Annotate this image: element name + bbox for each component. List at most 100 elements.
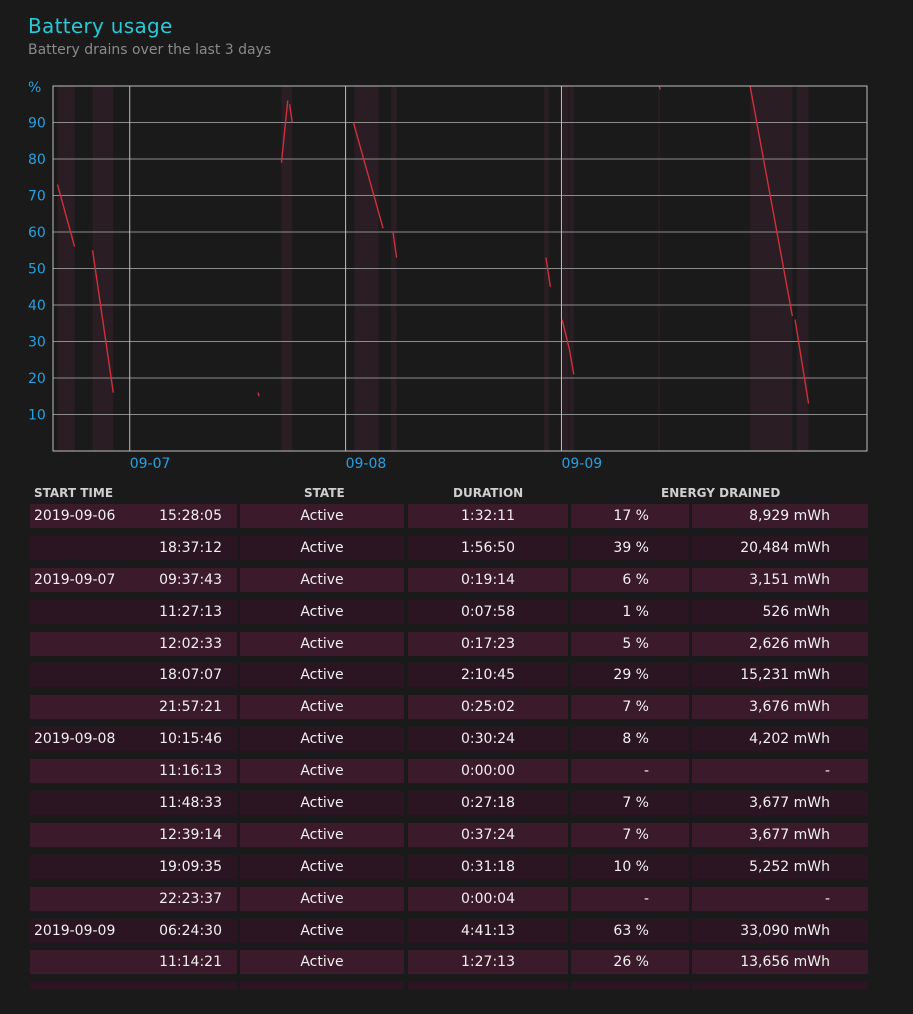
- table-row: 11:16:13 Active 0:00:00- -: [30, 759, 870, 784]
- percent-drained-cell: 29 %: [571, 663, 689, 688]
- table-header: START TIME STATE DURATION ENERGY DRAINED: [30, 484, 870, 502]
- battery-chart: % 90 80 70 60 50 40 30 20 10 09-07 09-08 09-09: [28, 80, 868, 472]
- start-time: 10:15:46: [159, 731, 222, 748]
- start-time-cell: 18:37:12: [30, 535, 237, 560]
- y-tick-label: 40: [28, 298, 46, 314]
- energy-drained-cell: 3,677 mWh: [692, 822, 868, 847]
- usage-table: 2019-09-06 15:28:05 Active 1:32:11 17 % 8,929…: [30, 504, 870, 1014]
- state-cell: Active: [240, 791, 404, 816]
- duration-cell: 0:17:23: [408, 631, 568, 656]
- energy-drained-cell: 4,202 mWh: [692, 727, 868, 752]
- battery-drain-segment: [794, 319, 810, 404]
- start-time-cell: 11:27:13: [30, 599, 237, 624]
- start-time-cell: 19:09:35: [30, 854, 237, 879]
- battery-drain-segment: [561, 319, 570, 349]
- energy-drained-cell: 3,676 mWh: [692, 695, 868, 720]
- start-time: 22:23:37: [159, 890, 222, 907]
- percent-drained-cell: 26 %: [571, 950, 689, 975]
- table-row: 22:23:37 Active 0:00:04- -: [30, 886, 870, 911]
- state-cell: Active: [240, 886, 404, 911]
- start-time: 15:28:05: [159, 508, 222, 524]
- duration-cell: 4:41:13: [408, 918, 568, 943]
- table-row: 18:07:07 Active 2:10:45 29 % 15,231 mWh: [30, 663, 870, 688]
- start-time: 11:48:33: [159, 795, 222, 812]
- energy-drained-cell: 5,252 mWh: [692, 854, 868, 879]
- energy-drained-cell: 526 mWh: [692, 599, 868, 624]
- percent-drained-cell: -: [571, 886, 689, 911]
- battery-level-lines: [56, 85, 810, 404]
- header-duration: DURATION: [453, 486, 524, 500]
- header-state: STATE: [304, 486, 345, 500]
- duration-cell: 1:27:13: [408, 950, 568, 975]
- battery-drain-segment: [288, 104, 293, 123]
- percent-drained-cell: 7 %: [571, 822, 689, 847]
- energy-drained-cell: -: [692, 759, 868, 784]
- duration-cell: 0:19:14: [408, 567, 568, 592]
- percent-drained-cell: 6 %: [571, 567, 689, 592]
- percent-drained-cell: 17 %: [571, 504, 689, 528]
- start-time-cell: 11:16:13: [30, 759, 237, 784]
- start-time: 11:27:13: [159, 603, 222, 620]
- energy-drained-cell: 2,626 mWh: [692, 631, 868, 656]
- duration-cell: 0:07:58: [408, 599, 568, 624]
- battery-drain-segment: [545, 257, 552, 287]
- start-time-cell: 2019-09-06 15:28:05: [30, 504, 237, 528]
- percent-drained-cell: 8 %: [571, 727, 689, 752]
- duration-cell: 0:27:18: [408, 791, 568, 816]
- table-row: 21:57:21 Active 0:25:02 7 % 3,676 mWh: [30, 695, 870, 720]
- state-cell: Active: [240, 727, 404, 752]
- header-energy-drained: ENERGY DRAINED: [661, 486, 781, 500]
- percent-drained-cell: 5 %: [571, 631, 689, 656]
- battery-drain-segment: [749, 85, 794, 317]
- energy-drained-cell: 8,929 mWh: [692, 504, 868, 528]
- start-time-cell: 2019-09-08 10:15:46: [30, 727, 237, 752]
- state-cell: Active: [240, 854, 404, 879]
- state-cell: Active: [240, 504, 404, 528]
- cell-partial: [571, 982, 689, 991]
- battery-drain-segment: [280, 100, 289, 163]
- start-time: 11:16:13: [159, 763, 222, 780]
- header-start-time: START TIME: [34, 486, 114, 500]
- percent-drained-cell: 63 %: [571, 918, 689, 943]
- y-tick-label: 10: [28, 408, 46, 424]
- start-time: 18:07:07: [159, 667, 222, 684]
- state-cell: Active: [240, 695, 404, 720]
- chart-grid: [53, 86, 867, 451]
- start-time: 12:02:33: [159, 635, 222, 652]
- state-cell: Active: [240, 950, 404, 975]
- percent-drained-cell: 7 %: [571, 695, 689, 720]
- x-tick-label: 09-08: [346, 456, 387, 472]
- cell-partial: [30, 982, 237, 991]
- energy-drained-cell: 13,656 mWh: [692, 950, 868, 975]
- y-tick-label: 30: [28, 335, 46, 351]
- x-axis-ticks: 09-07 09-08 09-09: [130, 456, 602, 472]
- page-subtitle: Battery drains over the last 3 days: [28, 42, 272, 58]
- state-cell: Active: [240, 535, 404, 560]
- state-cell: Active: [240, 599, 404, 624]
- y-tick-label: 70: [28, 189, 46, 205]
- start-time: 21:57:21: [159, 699, 222, 716]
- start-time: 19:09:35: [159, 858, 222, 875]
- start-time-cell: 12:02:33: [30, 631, 237, 656]
- duration-cell: 1:32:11: [408, 504, 568, 528]
- percent-drained-cell: 10 %: [571, 854, 689, 879]
- state-cell: Active: [240, 918, 404, 943]
- duration-cell: 0:00:04: [408, 886, 568, 911]
- start-date: 2019-09-06: [34, 508, 116, 524]
- table-row: 19:09:35 Active 0:31:18 10 % 5,252 mWh: [30, 854, 870, 879]
- start-time-cell: 2019-09-09 06:24:30: [30, 918, 237, 943]
- duration-cell: 0:37:24: [408, 822, 568, 847]
- table-row: 2019-09-08 10:15:46 Active 0:30:24 8 % 4,202 …: [30, 727, 870, 752]
- percent-drained-cell: -: [571, 759, 689, 784]
- cell-partial: [692, 982, 868, 991]
- energy-drained-cell: 20,484 mWh: [692, 535, 868, 560]
- y-tick-label: 90: [28, 116, 46, 132]
- y-tick-label: 20: [28, 371, 46, 387]
- percent-drained-cell: 1 %: [571, 599, 689, 624]
- state-cell: Active: [240, 663, 404, 688]
- table-row: 12:39:14 Active 0:37:24 7 % 3,677 mWh: [30, 822, 870, 847]
- energy-drained-cell: 15,231 mWh: [692, 663, 868, 688]
- start-time-cell: 12:39:14: [30, 822, 237, 847]
- battery-drain-segment: [352, 122, 384, 229]
- x-tick-label: 09-07: [130, 456, 171, 472]
